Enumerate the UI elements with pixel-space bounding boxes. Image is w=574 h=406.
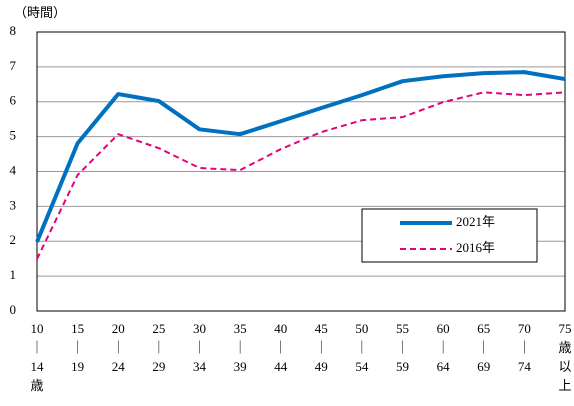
x-tick-label: 29 bbox=[152, 359, 165, 374]
y-tick-label: 8 bbox=[10, 23, 17, 38]
x-tick-label: 75 bbox=[559, 321, 572, 336]
y-tick-label: 0 bbox=[10, 302, 17, 317]
x-tick-label: 59 bbox=[396, 359, 409, 374]
x-tick-label: ｜ bbox=[437, 340, 450, 355]
legend-box bbox=[361, 208, 538, 263]
y-tick-label: 3 bbox=[10, 197, 17, 212]
x-tick-label: 24 bbox=[112, 359, 126, 374]
x-tick-label: ｜ bbox=[477, 340, 490, 355]
x-tick-label: ｜ bbox=[152, 340, 165, 355]
plot-border bbox=[36, 31, 566, 312]
x-tick-label: 15 bbox=[71, 321, 84, 336]
x-tick-label: 34 bbox=[193, 359, 207, 374]
x-tick-label: ｜ bbox=[112, 340, 125, 355]
x-tick-label: ｜ bbox=[274, 340, 287, 355]
series-line bbox=[36, 91, 566, 260]
y-axis-label: （時間） bbox=[14, 5, 66, 20]
y-tick-label: 4 bbox=[10, 162, 17, 177]
x-tick-label: 74 bbox=[518, 359, 532, 374]
y-tick-label: 1 bbox=[10, 267, 17, 282]
x-tick-label: ｜ bbox=[234, 340, 247, 355]
x-tick-label: 70 bbox=[518, 321, 531, 336]
x-tick-label: ｜ bbox=[71, 340, 84, 355]
x-tick-label: 45 bbox=[315, 321, 328, 336]
x-tick-label: 69 bbox=[477, 359, 490, 374]
x-tick-label: ｜ bbox=[355, 340, 368, 355]
x-tick-label: 60 bbox=[437, 321, 450, 336]
y-tick-label: 7 bbox=[10, 58, 17, 73]
x-tick-label: 19 bbox=[71, 359, 84, 374]
x-tick-label: 以 bbox=[558, 359, 571, 374]
x-tick-label: 40 bbox=[274, 321, 287, 336]
x-tick-label: 54 bbox=[355, 359, 369, 374]
x-tick-label: 49 bbox=[315, 359, 328, 374]
legend-label: 2016年 bbox=[456, 240, 495, 255]
x-tick-label: ｜ bbox=[518, 340, 531, 355]
x-tick-label: 35 bbox=[234, 321, 247, 336]
x-tick-label: 65 bbox=[477, 321, 490, 336]
x-tick-label: 64 bbox=[437, 359, 451, 374]
x-tick-label: 25 bbox=[152, 321, 165, 336]
x-tick-label: 50 bbox=[355, 321, 368, 336]
x-tick-label: ｜ bbox=[396, 340, 409, 355]
x-tick-label: ｜ bbox=[30, 340, 43, 355]
x-tick-label: 歳 bbox=[558, 340, 571, 355]
x-tick-label: ｜ bbox=[315, 340, 328, 355]
x-tick-label: 14 bbox=[31, 359, 45, 374]
legend-label: 2021年 bbox=[456, 214, 495, 229]
y-tick-label: 6 bbox=[10, 93, 17, 108]
x-tick-label: ｜ bbox=[193, 340, 206, 355]
x-tick-label: 55 bbox=[396, 321, 409, 336]
y-tick-label: 2 bbox=[10, 232, 17, 247]
x-tick-label: 上 bbox=[558, 378, 571, 393]
x-tick-label: 歳 bbox=[30, 378, 43, 393]
x-tick-label: 30 bbox=[193, 321, 206, 336]
x-tick-label: 44 bbox=[274, 359, 288, 374]
y-tick-label: 5 bbox=[10, 128, 17, 143]
x-tick-label: 20 bbox=[112, 321, 125, 336]
x-tick-label: 10 bbox=[31, 321, 44, 336]
series-line bbox=[35, 70, 566, 243]
x-tick-label: 39 bbox=[234, 359, 247, 374]
